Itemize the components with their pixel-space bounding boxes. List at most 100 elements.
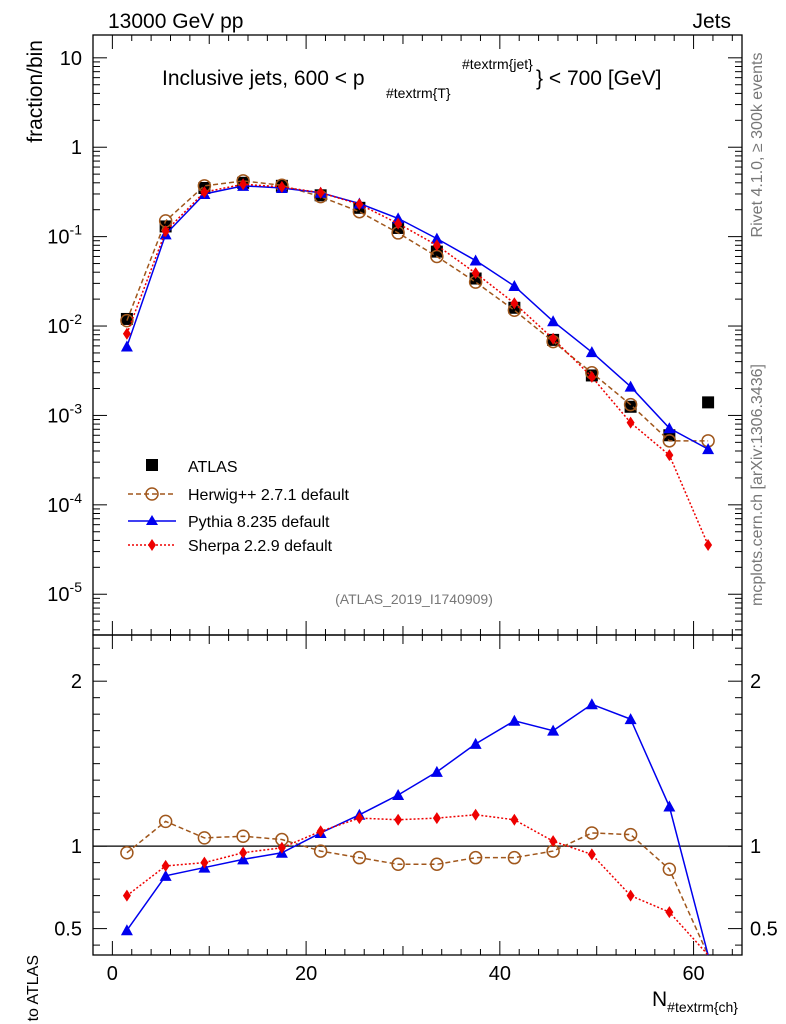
series-line-main-pythia (126, 185, 709, 450)
legend-marker-atlas (146, 459, 158, 471)
data-point-ratio-pythia (469, 737, 482, 749)
data-point-ratio-herwig (507, 850, 522, 865)
data-point-main-pythia (508, 280, 521, 292)
x-tick-label: 20 (295, 963, 317, 985)
y-tick-label-ratio-right: 2 (750, 671, 761, 693)
y-axis-title-ratio: Ratio to ATLAS (25, 955, 42, 1024)
data-point-main-pythia (430, 232, 443, 244)
data-point-main-pythia (120, 340, 133, 352)
data-point-ratio-herwig (120, 845, 134, 860)
y-tick-label-ratio: 2 (71, 671, 82, 693)
data-point-ratio-herwig (197, 831, 212, 845)
data-point-ratio-pythia (120, 924, 133, 936)
y-axis-title-main: fraction/bin (24, 40, 47, 143)
data-point-main-sherpa (239, 178, 248, 191)
legend-label-pythia: Pythia 8.235 default (188, 514, 330, 531)
data-point-ratio-sherpa (355, 812, 364, 825)
y-tick-label-ratio: 1 (71, 836, 82, 858)
data-point-main-herwig (120, 313, 134, 328)
x-tick-label: 0 (107, 963, 118, 985)
title-subscript: #textrm{T} (386, 85, 451, 101)
data-point-main-sherpa (471, 267, 480, 280)
series-line-main-herwig (126, 180, 709, 442)
data-point-ratio-sherpa (665, 906, 674, 919)
legend-marker-herwig (145, 487, 159, 501)
data-point-ratio-herwig (662, 862, 677, 876)
data-point-ratio-sherpa (239, 846, 248, 859)
series-line-ratio-pythia (126, 703, 709, 956)
data-point-ratio-herwig (585, 826, 599, 840)
data-point-main-pythia (469, 254, 482, 266)
y-tick-label-ratio-right: 0.5 (750, 919, 778, 941)
data-point-main-sherpa (277, 180, 286, 193)
y-tick-label-main: 10 (60, 48, 82, 70)
data-point-ratio-pythia (392, 789, 405, 800)
data-point-main-sherpa (549, 332, 558, 345)
legend: ATLAS Herwig++ 2.7.1 default Pythia 8.23… (128, 459, 350, 555)
data-point-ratio-sherpa (587, 848, 596, 861)
data-point-main-sherpa (626, 416, 635, 429)
y-tick-label-main: 10-4 (47, 490, 82, 517)
data-point-ratio-sherpa (549, 835, 558, 848)
data-point-main-sherpa (200, 186, 209, 199)
data-point-ratio-pythia (237, 853, 250, 865)
title-tail: } < 700 [GeV] (536, 67, 662, 90)
data-point-ratio-herwig (623, 827, 638, 842)
data-point-ratio-sherpa (277, 841, 286, 854)
data-point-main-sherpa (510, 297, 519, 310)
data-point-ratio-pythia (508, 714, 521, 726)
data-point-main-sherpa (587, 370, 596, 383)
data-point-ratio-herwig (468, 850, 483, 865)
data-point-main-atlas (430, 245, 443, 258)
data-point-main-pythia (663, 422, 676, 434)
y-tick-label-main: 10-3 (47, 400, 82, 427)
data-point-main-sherpa (665, 449, 674, 462)
data-point-ratio-sherpa (161, 859, 170, 872)
data-point-main-herwig (662, 434, 677, 448)
data-point-main-sherpa (122, 327, 131, 340)
data-point-main-herwig (623, 397, 638, 412)
data-point-ratio-sherpa (122, 889, 131, 902)
data-point-ratio-herwig (391, 857, 405, 872)
data-point-ratio-sherpa (394, 813, 403, 826)
data-point-ratio-pythia (159, 869, 172, 881)
data-point-ratio-herwig (313, 844, 328, 858)
data-point-main-sherpa (316, 186, 325, 199)
rivet-version-text: Rivet 4.1.0, ≥ 300k events (749, 53, 766, 238)
data-point-main-pythia (702, 443, 715, 455)
data-point-ratio-herwig (352, 850, 367, 865)
data-point-ratio-herwig (236, 829, 250, 843)
data-point-ratio-sherpa (200, 856, 209, 869)
data-point-ratio-sherpa (432, 812, 441, 825)
y-tick-label-main: 10-2 (47, 311, 82, 338)
x-axis-title: N#textrm{ch} (652, 988, 738, 1015)
data-point-ratio-sherpa (471, 808, 480, 821)
title-main: Inclusive jets, 600 < p (162, 67, 365, 90)
mcplots-reference: mcplots.cern.ch [arXiv:1306.3436] (749, 364, 766, 606)
series-line-main-sherpa (126, 183, 709, 546)
title-superscript: #textrm{jet} (462, 56, 533, 72)
data-point-ratio-pythia (624, 713, 637, 725)
data-point-ratio-pythia (547, 724, 560, 736)
legend-label-atlas: ATLAS (188, 459, 238, 476)
data-point-main-pythia (547, 315, 560, 327)
ratio-plot-frame (92, 634, 743, 956)
legend-label-herwig: Herwig++ 2.7.1 default (188, 487, 350, 504)
series-line-ratio-sherpa (126, 814, 709, 956)
y-tick-label-ratio-right: 1 (750, 836, 761, 858)
header-energy: 13000 GeV pp (108, 10, 243, 33)
plot-title: Inclusive jets, 600 < p #textrm{T} #text… (162, 56, 662, 101)
data-point-main-sherpa (432, 239, 441, 252)
data-point-ratio-herwig (430, 857, 444, 872)
legend-marker-pythia (146, 515, 158, 525)
data-point-main-sherpa (704, 539, 713, 552)
x-tick-label: 60 (682, 963, 704, 985)
y-tick-label-main: 10-5 (47, 579, 82, 606)
y-tick-label-main: 1 (71, 137, 82, 159)
series-line-ratio-herwig (126, 820, 709, 956)
data-point-main-pythia (624, 380, 637, 392)
legend-marker-sherpa (148, 539, 156, 551)
data-point-main-sherpa (355, 198, 364, 211)
data-point-ratio-pythia (430, 765, 443, 777)
